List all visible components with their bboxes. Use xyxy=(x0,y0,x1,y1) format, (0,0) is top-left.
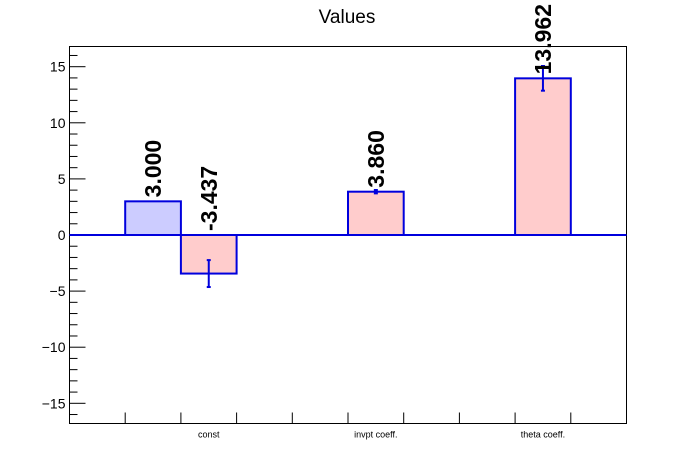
x-category-label: theta coeff. xyxy=(521,430,565,440)
bars-group xyxy=(124,77,572,275)
data-label: 13.962 xyxy=(530,4,556,74)
error-bars-group xyxy=(206,65,545,289)
y-axis: −15 −10 −5 0 5 10 15 xyxy=(42,54,86,416)
y-tick-label: −15 xyxy=(42,395,66,411)
x-category-label: const xyxy=(198,430,220,440)
data-label: 3.860 xyxy=(363,130,389,188)
y-tick-label: 10 xyxy=(50,115,66,131)
data-label: 3.000 xyxy=(140,140,166,198)
chart-title: Values xyxy=(319,7,376,28)
data-label: -3.437 xyxy=(196,166,222,231)
bar xyxy=(124,200,182,236)
data-labels-group: 3.000 -3.437 3.860 13.962 xyxy=(140,4,556,231)
y-tick-label: 15 xyxy=(50,59,66,75)
x-category-label: invpt coeff. xyxy=(354,430,397,440)
bar xyxy=(514,77,572,236)
y-tick-label: −10 xyxy=(42,339,66,355)
y-tick-label: 0 xyxy=(58,227,66,243)
x-axis: const invpt coeff. theta coeff. xyxy=(124,412,572,440)
y-tick-label: −5 xyxy=(50,283,66,299)
bar xyxy=(347,190,405,236)
y-tick-label: 5 xyxy=(58,171,66,187)
